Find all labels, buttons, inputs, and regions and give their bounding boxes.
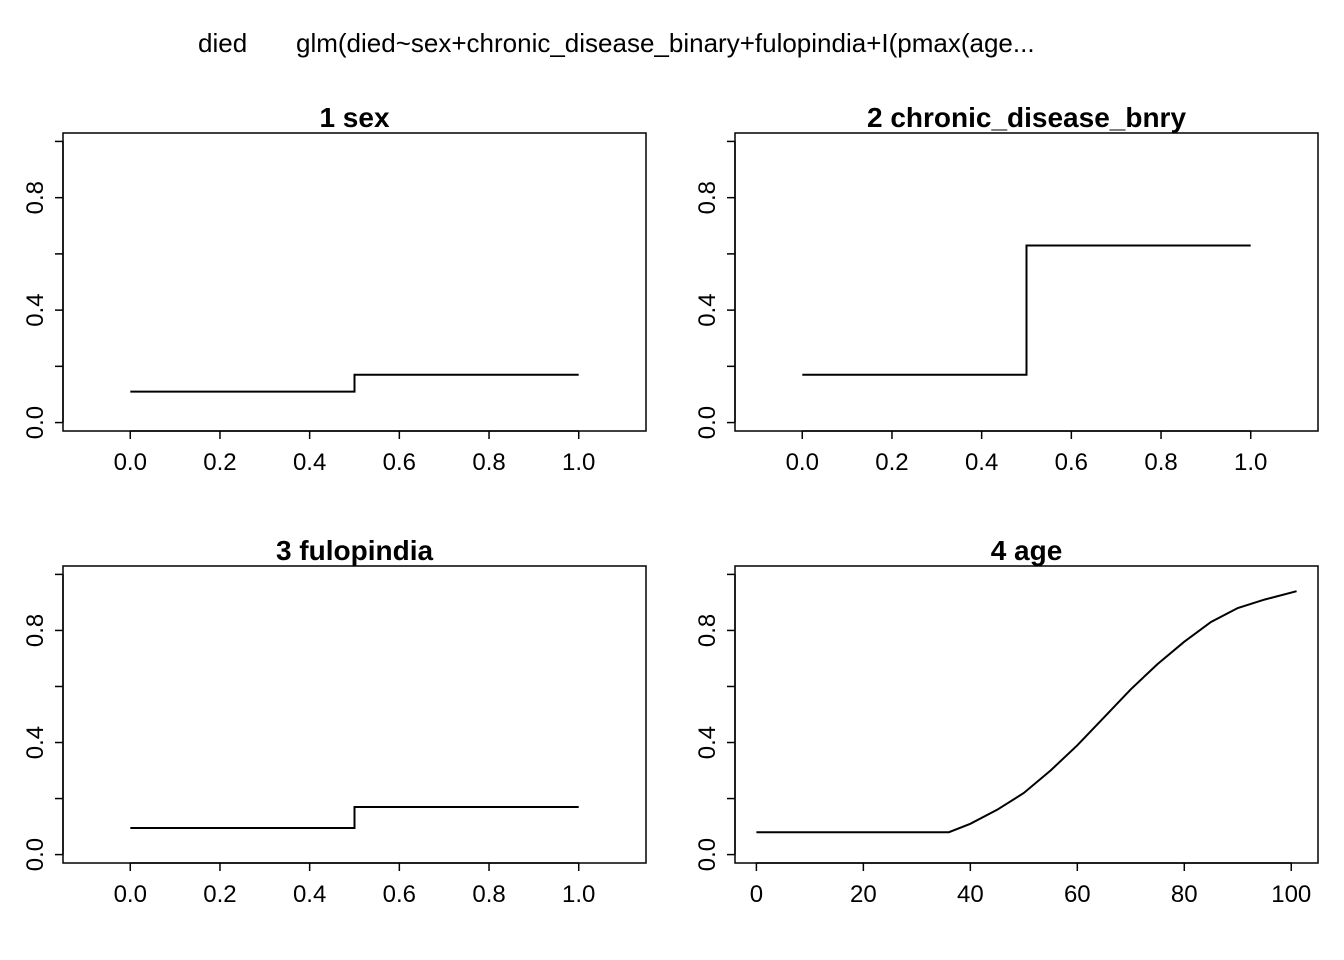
- x-tick-label: 0.8: [1144, 449, 1177, 476]
- effect-line: [756, 590, 1297, 834]
- x-tick-label: 20: [850, 881, 877, 908]
- x-tick-label: 1.0: [562, 881, 595, 908]
- x-tick-label: 0: [750, 881, 763, 908]
- effect-line: [130, 373, 579, 393]
- panel-4: 4 age 0 20 40 60 80 100 0.0 0.4 0.8: [694, 535, 1319, 908]
- x-tick-label: 0.2: [203, 449, 236, 476]
- x-tick-label: 1.0: [1234, 449, 1267, 476]
- panel-1: 1 sex 0.0 0.2 0.4 0.6 0.8 1.0 0.0 0.4 0.8: [22, 102, 647, 476]
- x-tick-label: 0.0: [786, 449, 819, 476]
- plot-frame: [734, 565, 1319, 864]
- panel-title: 2 chronic_disease_bnry: [867, 102, 1186, 133]
- y-tick-label: 0.8: [694, 614, 721, 647]
- effect-line: [130, 806, 579, 829]
- x-tick-label: 1.0: [562, 449, 595, 476]
- y-tick-label: 0.8: [22, 614, 49, 647]
- x-tick-label: 0.2: [203, 881, 236, 908]
- y-tick-label: 0.0: [694, 406, 721, 439]
- x-tick-label: 0.0: [114, 881, 147, 908]
- panel-title: 3 fulopindia: [276, 535, 434, 566]
- panel-title: 4 age: [991, 535, 1063, 566]
- y-tick-label: 0.4: [694, 726, 721, 759]
- x-tick-label: 0.4: [293, 449, 326, 476]
- x-tick-label: 0.6: [1055, 449, 1088, 476]
- x-tick-label: 60: [1064, 881, 1091, 908]
- x-tick-label: 0.6: [383, 881, 416, 908]
- y-tick-label: 0.8: [22, 181, 49, 214]
- x-tick-label: 0.6: [383, 449, 416, 476]
- x-tick-label: 100: [1271, 881, 1311, 908]
- y-tick-label: 0.0: [22, 406, 49, 439]
- y-tick-label: 0.4: [22, 293, 49, 326]
- x-tick-label: 0.8: [472, 881, 505, 908]
- x-tick-label: 80: [1171, 881, 1198, 908]
- panel-title: 1 sex: [319, 102, 389, 133]
- chart-main-title: died glm(died~sex+chronic_disease_binary…: [0, 28, 1344, 121]
- response-variable-label: died: [198, 28, 248, 58]
- x-tick-label: 0.4: [965, 449, 998, 476]
- y-tick-label: 0.0: [22, 838, 49, 871]
- effect-line: [802, 244, 1251, 376]
- y-tick-label: 0.4: [22, 726, 49, 759]
- panel-2: 2 chronic_disease_bnry 0.0 0.2 0.4 0.6 0.8 1.0…: [694, 102, 1319, 476]
- x-tick-label: 0.0: [114, 449, 147, 476]
- panel-3: 3 fulopindia 0.0 0.2 0.4 0.6 0.8 1.0 0.0 0.4 0.8: [22, 535, 647, 908]
- y-tick-label: 0.0: [694, 838, 721, 871]
- y-tick-label: 0.8: [694, 181, 721, 214]
- x-tick-label: 0.4: [293, 881, 326, 908]
- x-tick-label: 0.2: [875, 449, 908, 476]
- y-tick-label: 0.4: [694, 293, 721, 326]
- x-tick-label: 40: [957, 881, 984, 908]
- x-tick-label: 0.8: [472, 449, 505, 476]
- model-call-label: glm(died~sex+chronic_disease_binary+fulo…: [296, 28, 1035, 58]
